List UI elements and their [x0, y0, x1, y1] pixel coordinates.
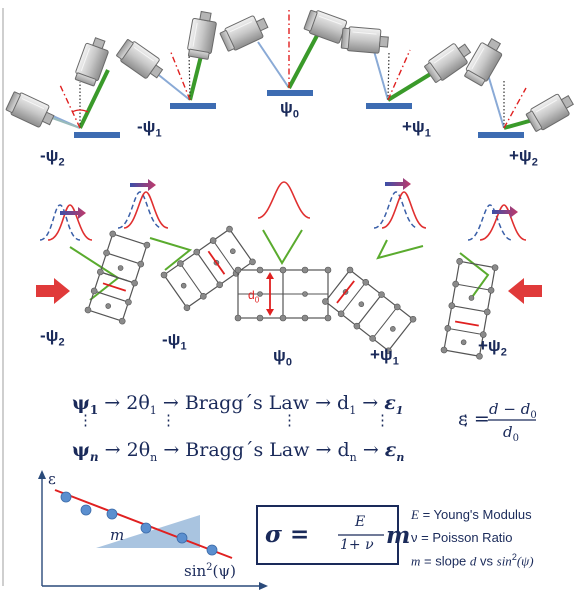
strain-definition-denominator: d0 [503, 423, 519, 444]
goniometer-geometry [4, 7, 576, 138]
equation-row-n: ψn → 2θn → Bragg΄s Law → dn → εn [72, 439, 405, 464]
label-top-plus-psi1: +ψ1 [402, 117, 431, 140]
x-ray-source-icon [4, 89, 58, 132]
position-minus-psi2 [4, 34, 120, 138]
stress-eq-denominator: 1+ ν [340, 537, 374, 553]
position-plus-psi2 [462, 34, 576, 138]
lattice-block-minus-psi1 [160, 225, 256, 312]
detector-icon [524, 89, 576, 134]
lattice-block-plus-psi2 [440, 258, 499, 360]
position-psi0 [218, 7, 356, 96]
label-top-minus-psi2: -ψ2 [40, 146, 65, 169]
stress-eq-m: m [386, 522, 411, 549]
left-edge-line [2, 8, 4, 586]
strain-vs-sin2psi-plot [38, 470, 268, 590]
force-arrow-icon [36, 278, 542, 304]
crystal-lattice-blocks [36, 225, 542, 360]
label-mid-minus-psi2: -ψ2 [40, 326, 65, 349]
legend-slope: m = slope d vs sin2(ψ) [411, 552, 534, 569]
plot-y-axis-label: ε [48, 470, 56, 488]
peak-shift-arrow-icon [60, 178, 518, 219]
label-mid-psi0: ψ0 [273, 346, 292, 369]
label-top-psi0: ψ0 [280, 98, 299, 121]
plot-x-axis-label: sin2(ψ) [184, 562, 236, 580]
label-top-plus-psi2: +ψ2 [509, 146, 538, 169]
label-mid-plus-psi1: +ψ1 [370, 345, 399, 368]
position-plus-psi1 [340, 25, 476, 109]
ellipsis-psi: ⋮ [78, 411, 93, 429]
x-ray-source-icon [462, 34, 507, 88]
legend-youngs-modulus: E = Young's Modulus [411, 507, 532, 522]
detector-icon [185, 9, 219, 61]
label-mid-minus-psi1: -ψ1 [162, 330, 187, 353]
x-ray-source-icon [114, 37, 168, 85]
stress-eq-lhs: σ = [265, 521, 310, 548]
equation-row-1: ψ1 → 2θ1 → Bragg΄s Law → d1 → ε1 [72, 392, 404, 417]
ellipsis-d: ⋮ [375, 411, 390, 429]
x-ray-source-icon [218, 11, 272, 54]
lattice-block-psi0 [234, 266, 332, 322]
diffraction-peaks [39, 178, 527, 241]
legend-poisson-ratio: ν = Poisson Ratio [411, 530, 513, 545]
stress-eq-numerator: E [355, 514, 366, 530]
strain-definition-lhs: ε = [458, 408, 490, 430]
lattice-block-minus-psi2 [84, 230, 151, 325]
strain-definition-numerator: d − d0 [489, 400, 537, 421]
position-minus-psi1 [114, 9, 219, 109]
label-top-minus-psi1: -ψ1 [137, 117, 162, 140]
ellipsis-theta: ⋮ [161, 411, 176, 429]
x-ray-source-icon [340, 25, 390, 55]
label-mid-plus-psi2: +ψ2 [478, 336, 507, 359]
lattice-block-plus-psi1 [322, 266, 417, 355]
label-d0: d0 [248, 288, 260, 305]
ellipsis-law: ⋮ [282, 411, 297, 429]
plot-slope-label: m [110, 526, 125, 544]
